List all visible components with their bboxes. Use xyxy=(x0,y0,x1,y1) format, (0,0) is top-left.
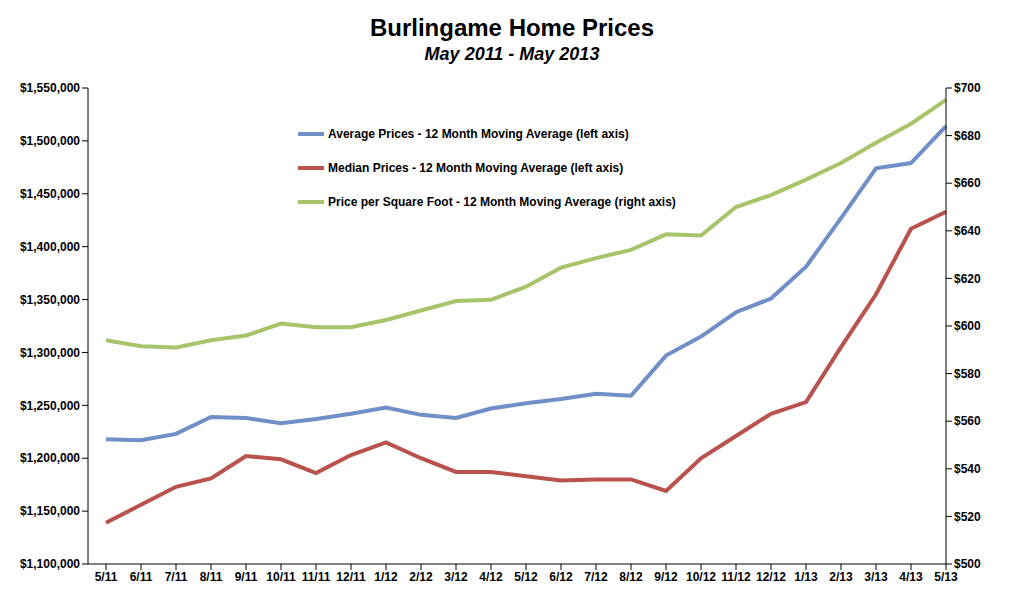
svg-text:$1,250,000: $1,250,000 xyxy=(20,399,80,413)
svg-text:$1,450,000: $1,450,000 xyxy=(20,187,80,201)
svg-text:4/13: 4/13 xyxy=(899,570,923,584)
svg-text:$500: $500 xyxy=(954,557,981,571)
svg-text:$1,150,000: $1,150,000 xyxy=(20,504,80,518)
svg-text:$700: $700 xyxy=(954,81,981,95)
html-text:May 2011 - May 2013: May 2011 - May 2013 xyxy=(424,44,600,64)
svg-text:2/13: 2/13 xyxy=(829,570,853,584)
svg-text:4/12: 4/12 xyxy=(479,570,503,584)
svg-text:12/12: 12/12 xyxy=(756,570,786,584)
svg-text:$1,500,000: $1,500,000 xyxy=(20,134,80,148)
html-text:Price per Square Foot - 12 Mon: Price per Square Foot - 12 Month Moving … xyxy=(328,195,676,209)
svg-text:8/12: 8/12 xyxy=(619,570,643,584)
svg-text:5/11: 5/11 xyxy=(95,570,118,584)
svg-text:6/11: 6/11 xyxy=(130,570,153,584)
svg-text:$680: $680 xyxy=(954,129,981,143)
svg-text:$1,300,000: $1,300,000 xyxy=(20,346,80,360)
svg-text:$600: $600 xyxy=(954,319,981,333)
html-text:Median Prices - 12 Month Movin: Median Prices - 12 Month Moving Average … xyxy=(328,161,624,175)
svg-text:$540: $540 xyxy=(954,462,981,476)
svg-text:$1,200,000: $1,200,000 xyxy=(20,451,80,465)
svg-text:$1,400,000: $1,400,000 xyxy=(20,240,80,254)
svg-text:1/13: 1/13 xyxy=(794,570,818,584)
svg-text:10/12: 10/12 xyxy=(686,570,716,584)
svg-text:3/13: 3/13 xyxy=(864,570,888,584)
svg-text:5/12: 5/12 xyxy=(514,570,538,584)
svg-text:$1,350,000: $1,350,000 xyxy=(20,293,80,307)
svg-text:2/12: 2/12 xyxy=(409,570,433,584)
svg-text:8/11: 8/11 xyxy=(200,570,223,584)
svg-text:6/12: 6/12 xyxy=(549,570,573,584)
svg-text:$1,100,000: $1,100,000 xyxy=(20,557,80,571)
svg-text:$560: $560 xyxy=(954,414,981,428)
svg-text:3/12: 3/12 xyxy=(444,570,468,584)
svg-text:12/11: 12/11 xyxy=(336,570,366,584)
svg-text:$580: $580 xyxy=(954,367,981,381)
svg-text:$660: $660 xyxy=(954,176,981,190)
html-text:Burlingame Home Prices: Burlingame Home Prices xyxy=(369,14,654,41)
svg-text:7/12: 7/12 xyxy=(584,570,608,584)
svg-text:11/12: 11/12 xyxy=(721,570,751,584)
svg-text:$1,550,000: $1,550,000 xyxy=(20,81,80,95)
svg-text:$620: $620 xyxy=(954,272,981,286)
svg-text:$640: $640 xyxy=(954,224,981,238)
svg-text:9/12: 9/12 xyxy=(654,570,678,584)
svg-text:7/11: 7/11 xyxy=(165,570,188,584)
svg-text:1/12: 1/12 xyxy=(374,570,398,584)
svg-text:11/11: 11/11 xyxy=(302,570,331,584)
svg-text:5/13: 5/13 xyxy=(934,570,958,584)
svg-text:$520: $520 xyxy=(954,510,981,524)
svg-text:10/11: 10/11 xyxy=(266,570,296,584)
svg-text:9/11: 9/11 xyxy=(235,570,258,584)
html-text:Average Prices - 12 Month Movi: Average Prices - 12 Month Moving Average… xyxy=(328,127,629,141)
